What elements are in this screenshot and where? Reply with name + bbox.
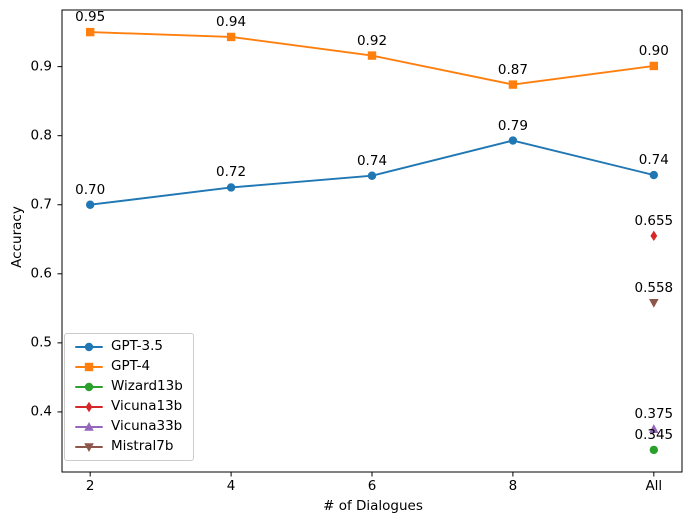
legend-marker-vicuna33b <box>84 422 94 431</box>
point-label-gpt-4-1: 0.94 <box>216 13 247 30</box>
legend-marker-icon-vicuna13b <box>75 401 103 413</box>
y-tick-label-0-8: 0.8 <box>30 127 52 144</box>
data-point-gpt-4 <box>508 80 518 89</box>
x-tick-label-8: 8 <box>508 478 518 494</box>
legend-label-wizard13b: Wizard13b <box>111 378 183 395</box>
data-point-vicuna33b <box>649 424 659 433</box>
y-tick-label-0-6: 0.6 <box>30 265 52 282</box>
data-point-gpt-3-5 <box>508 136 518 145</box>
legend-label-gpt-3-5: GPT-3.5 <box>111 338 163 354</box>
x-tick-label-6: 6 <box>367 478 377 494</box>
x-tick-label-all: All <box>645 478 663 494</box>
legend: GPT-3.5 GPT-4 Wizard13b Vicuna13b Vicuna33b M… <box>64 333 194 461</box>
y-axis-label: Accuracy <box>9 206 25 268</box>
point-label-gpt-4-4: 0.90 <box>638 42 669 59</box>
legend-item-gpt-3-5: GPT-3.5 <box>75 338 183 354</box>
point-label-gpt-4-2: 0.92 <box>356 32 388 49</box>
point-label-gpt-3-5-3: 0.79 <box>497 117 528 134</box>
legend-marker-icon-wizard13b <box>75 382 103 392</box>
legend-marker-wizard13b <box>84 382 94 392</box>
legend-item-vicuna33b: Vicuna33b <box>75 420 183 434</box>
data-point-gpt-3-5 <box>226 183 236 192</box>
y-tick-label-0-9: 0.9 <box>30 58 52 75</box>
data-point-gpt-4 <box>226 32 236 42</box>
legend-marker-icon-gpt-4 <box>75 362 103 372</box>
legend-marker-vicuna13b <box>85 401 93 413</box>
data-point-wizard13b <box>649 445 659 455</box>
data-point-mistral7b <box>649 299 659 308</box>
legend-marker-gpt-3-5 <box>84 342 94 351</box>
legend-item-gpt-4: GPT-4 <box>75 360 183 374</box>
legend-item-wizard13b: Wizard13b <box>75 380 183 394</box>
point-label-gpt-3-5-4: 0.74 <box>638 151 669 168</box>
legend-marker-mistral7b <box>84 443 94 453</box>
legend-label-mistral7b: Mistral7b <box>111 438 174 455</box>
x-tick-label-2: 2 <box>85 478 95 494</box>
legend-label-vicuna33b: Vicuna33b <box>111 418 183 435</box>
point-label-gpt-4-0: 0.95 <box>75 8 106 25</box>
legend-marker-icon-vicuna33b <box>75 422 103 431</box>
point-label-wizard13b-0: 0.345 <box>634 426 674 443</box>
legend-marker-gpt-4 <box>84 362 94 372</box>
legend-item-vicuna13b: Vicuna13b <box>75 400 183 414</box>
x-tick-label-4: 4 <box>226 478 236 494</box>
data-point-gpt-3-5 <box>649 170 659 180</box>
point-label-gpt-3-5-0: 0.70 <box>75 181 106 198</box>
legend-item-mistral7b: Mistral7b <box>75 440 183 454</box>
legend-marker-icon-mistral7b <box>75 443 103 453</box>
x-axis-label: # of Dialogues <box>323 498 423 514</box>
point-label-gpt-4-3: 0.87 <box>497 61 528 78</box>
data-point-gpt-3-5 <box>85 200 95 209</box>
legend-label-vicuna13b: Vicuna13b <box>111 398 183 415</box>
data-point-gpt-4 <box>85 27 95 37</box>
point-label-gpt-3-5-2: 0.74 <box>356 152 388 169</box>
legend-label-gpt-4: GPT-4 <box>111 358 151 375</box>
y-tick-label-0-5: 0.5 <box>30 334 52 351</box>
y-tick-label-0-4: 0.4 <box>30 403 52 420</box>
data-point-vicuna13b <box>650 230 658 242</box>
point-label-mistral7b-0: 0.558 <box>634 279 674 296</box>
legend-marker-icon-gpt-3-5 <box>75 342 103 351</box>
data-point-gpt-4 <box>649 61 659 71</box>
y-tick-label-0-7: 0.7 <box>30 196 52 213</box>
point-label-vicuna13b-0: 0.655 <box>634 212 674 229</box>
point-label-vicuna33b-0: 0.375 <box>634 405 674 422</box>
data-point-gpt-4 <box>367 51 377 60</box>
data-point-gpt-3-5 <box>367 171 377 180</box>
point-label-gpt-3-5-1: 0.72 <box>216 164 247 181</box>
